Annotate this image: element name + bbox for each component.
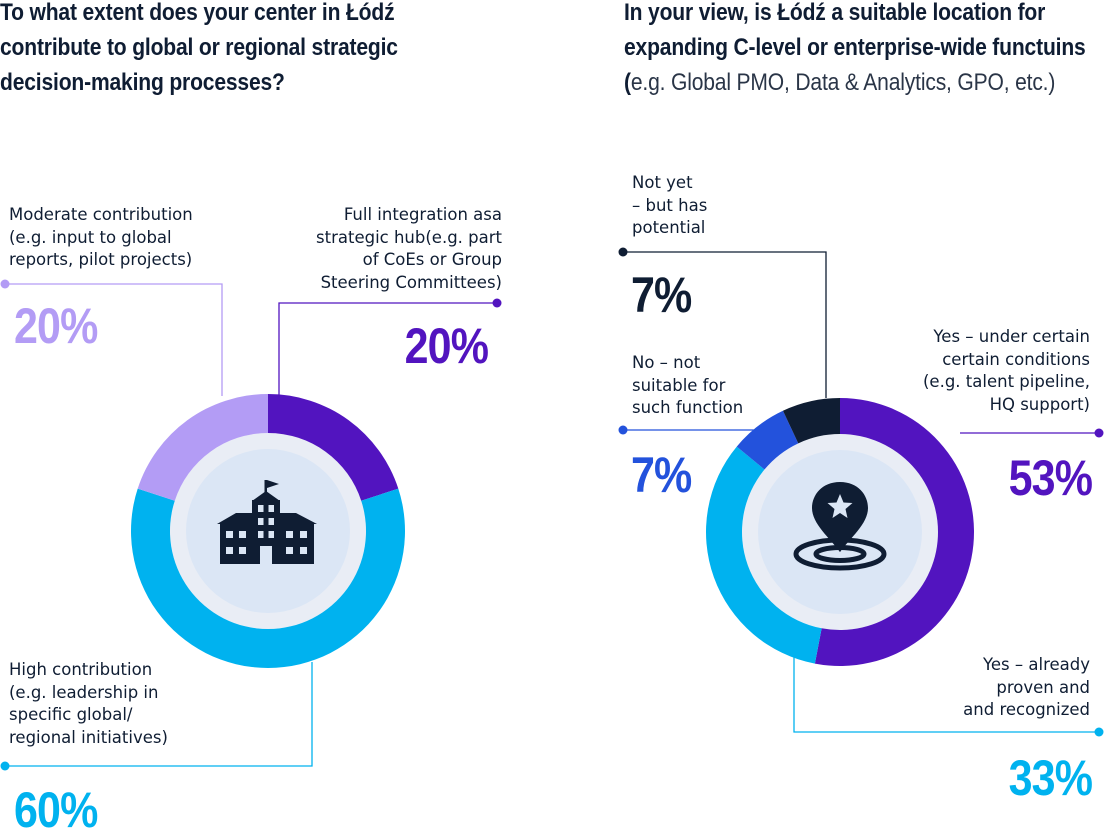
label-moderate-contribution: Moderate contribution (e.g. input to glo… [9,205,193,269]
label-yes-conditions: Yes – under certain certain conditions (… [923,327,1090,414]
left-segment-full-integration [268,394,399,501]
right-segment-yes-proven [705,446,822,664]
label-full-integration: Full integration asa strategic hub(e.g. … [316,205,502,292]
left-chart-title: To what extent does your center in Łódź … [0,0,464,100]
pct-yes-conditions: 53% [1008,450,1093,506]
pct-full-integration: 20% [404,318,489,374]
school-building-icon [217,480,317,564]
right-chart-title: In your view, is Łódź a suitable locatio… [624,0,1104,100]
leader-line-full-integration [278,302,497,396]
pct-not-yet: 7% [631,267,692,323]
pct-high-contribution: 60% [14,782,98,838]
leader-line-yes-proven [793,650,1099,733]
left-chart-title-text: To what extent does your center in Łódź … [0,0,398,96]
right-segment-not-suitable [736,410,799,470]
label-high-contribution: High contribution (e.g. leadership in sp… [9,660,168,747]
left-donut-chart [130,394,406,669]
leader-dot-not-yet [618,247,628,257]
right-segment-yes-conditions [814,398,975,667]
leader-line-high-contribution [5,662,313,767]
leader-dot-full-integration [492,298,502,308]
leader-dot-yes-conditions [1094,428,1104,438]
pct-moderate-contribution: 20% [14,298,98,354]
label-not-yet: Not yet – but has potential [632,173,708,237]
left-segment-moderate-contribution [137,394,268,501]
leader-dot-high-contribution [0,761,10,771]
pct-yes-proven: 33% [1008,750,1093,806]
right-chart-title-light: e.g. Global PMO, Data & Analytics, GPO, … [630,69,1056,96]
leader-line-moderate [5,283,223,396]
left-segment-high-contribution [130,488,406,669]
leader-dot-not-suitable [618,425,628,435]
left-leader-lines [0,279,502,771]
label-yes-proven: Yes – already proven and and recognized [963,655,1090,719]
leader-line-not-yet [623,251,827,398]
leader-dot-moderate [0,279,10,289]
leader-dot-yes-proven [1094,727,1104,737]
location-star-icon [793,482,887,571]
right-donut-chart [705,398,975,667]
right-leader-lines [618,247,1104,737]
pct-not-suitable: 7% [631,447,692,503]
right-chart-title-bold: In your view, is Łódź a suitable locatio… [624,0,1086,96]
right-segment-not-yet [782,398,840,444]
label-not-suitable: No – not suitable for such function [632,353,744,417]
